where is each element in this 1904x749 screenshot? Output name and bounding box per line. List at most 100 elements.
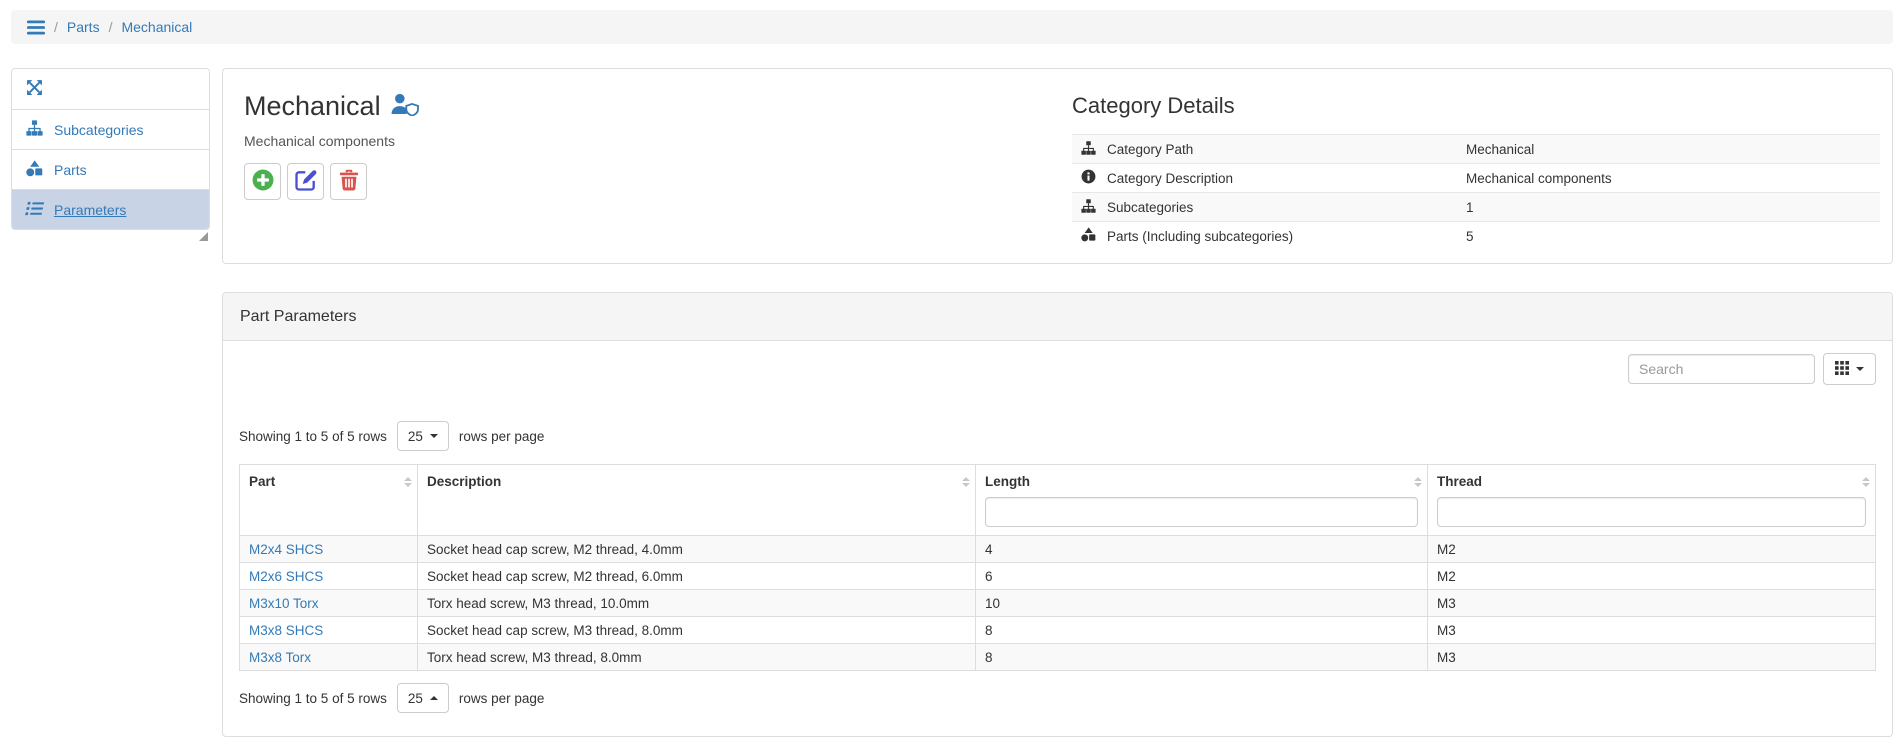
panel-heading: Part Parameters xyxy=(223,293,1892,341)
thread-cell: M2 xyxy=(1427,535,1876,563)
category-description: Mechanical components xyxy=(244,133,395,149)
edit-button[interactable] xyxy=(287,163,324,200)
part-cell: M3x8 Torx xyxy=(239,643,418,671)
sidebar-item-label: Parts xyxy=(54,161,87,178)
sitemap-icon xyxy=(1081,140,1096,158)
detail-row-parts-count: Parts (Including subcategories) 5 xyxy=(1072,221,1880,250)
table-row: M3x10 Torx Torx head screw, M3 thread, 1… xyxy=(239,589,1876,617)
rows-per-page-text: rows per page xyxy=(458,428,545,444)
trash-icon xyxy=(339,169,359,194)
add-button[interactable] xyxy=(244,163,281,200)
column-header-thread[interactable]: Thread xyxy=(1427,464,1876,536)
detail-row-category-path: Category Path Mechanical xyxy=(1072,134,1880,163)
sidebar-item-parameters[interactable]: Parameters xyxy=(12,189,209,229)
sort-icon xyxy=(962,477,970,487)
sidebar-item-label: Parameters xyxy=(54,201,127,218)
page-size-dropdown[interactable]: 25 xyxy=(396,683,449,713)
delete-button[interactable] xyxy=(330,163,367,200)
hamburger-icon[interactable] xyxy=(27,20,45,35)
part-link[interactable]: M3x10 Torx xyxy=(249,595,319,611)
length-cell: 4 xyxy=(975,535,1428,563)
columns-button[interactable] xyxy=(1823,353,1876,385)
detail-value: Mechanical components xyxy=(1466,170,1612,186)
sidebar: Subcategories Parts Parameters xyxy=(11,68,210,230)
caret-up-icon xyxy=(429,696,438,700)
part-cell: M3x8 SHCS xyxy=(239,616,418,644)
info-icon xyxy=(1081,169,1096,187)
column-header-length[interactable]: Length xyxy=(975,464,1428,536)
breadcrumb-link-mechanical[interactable]: Mechanical xyxy=(121,19,193,35)
description-cell: Torx head screw, M3 thread, 10.0mm xyxy=(417,589,976,617)
expand-arrows-icon xyxy=(26,79,43,99)
part-parameters-panel: Part Parameters Showing 1 to 5 of 5 rows… xyxy=(222,292,1893,737)
breadcrumb-separator: / xyxy=(54,19,58,35)
sidebar-resize-handle-icon[interactable] xyxy=(199,232,208,241)
search-input[interactable] xyxy=(1628,354,1815,384)
plus-circle-icon xyxy=(252,169,274,194)
part-link[interactable]: M3x8 Torx xyxy=(249,649,312,665)
length-cell: 8 xyxy=(975,643,1428,671)
breadcrumb-link-parts[interactable]: Parts xyxy=(66,19,100,35)
description-cell: Socket head cap screw, M2 thread, 6.0mm xyxy=(417,562,976,590)
column-label: Description xyxy=(427,474,502,489)
showing-text: Showing 1 to 5 of 5 rows xyxy=(239,428,387,444)
page-title: Mechanical xyxy=(244,91,381,121)
detail-value: 1 xyxy=(1466,199,1474,215)
description-cell: Torx head screw, M3 thread, 8.0mm xyxy=(417,643,976,671)
length-cell: 8 xyxy=(975,616,1428,644)
table-row: M2x6 SHCS Socket head cap screw, M2 thre… xyxy=(239,562,1876,590)
sitemap-icon xyxy=(26,120,43,139)
thread-cell: M2 xyxy=(1427,562,1876,590)
part-link[interactable]: M2x6 SHCS xyxy=(249,568,324,584)
detail-label: Subcategories xyxy=(1107,199,1194,215)
part-cell: M3x10 Torx xyxy=(239,589,418,617)
sort-icon xyxy=(1862,477,1870,487)
length-filter-input[interactable] xyxy=(985,497,1418,527)
shapes-icon xyxy=(26,159,43,180)
column-label: Part xyxy=(249,474,276,489)
breadcrumb: / Parts / Mechanical xyxy=(11,10,1893,44)
detail-label: Parts (Including subcategories) xyxy=(1107,228,1294,244)
column-label: Thread xyxy=(1437,474,1483,489)
sidebar-item-expand[interactable] xyxy=(12,69,209,109)
pagination-top: Showing 1 to 5 of 5 rows 25 rows per pag… xyxy=(239,421,1876,451)
part-cell: M2x6 SHCS xyxy=(239,562,418,590)
sitemap-icon xyxy=(1081,198,1096,216)
column-header-part[interactable]: Part xyxy=(239,464,418,536)
detail-label: Category Description xyxy=(1107,170,1234,186)
part-link[interactable]: M2x4 SHCS xyxy=(249,541,324,557)
sort-icon xyxy=(404,477,412,487)
caret-down-icon xyxy=(429,434,438,438)
rows-per-page-text: rows per page xyxy=(458,690,545,706)
thread-cell: M3 xyxy=(1427,616,1876,644)
breadcrumb-separator: / xyxy=(108,19,113,35)
column-label: Length xyxy=(985,474,1030,489)
thread-cell: M3 xyxy=(1427,589,1876,617)
grid-icon xyxy=(1835,360,1849,378)
length-cell: 10 xyxy=(975,589,1428,617)
user-shield-icon xyxy=(391,93,419,121)
detail-row-category-description: Category Description Mechanical componen… xyxy=(1072,163,1880,192)
detail-label: Category Path xyxy=(1107,141,1194,157)
pagination-bottom: Showing 1 to 5 of 5 rows 25 rows per pag… xyxy=(239,683,1876,713)
edit-icon xyxy=(294,169,317,194)
part-link[interactable]: M3x8 SHCS xyxy=(249,622,324,638)
parameters-table: Part Description Length Thread xyxy=(239,464,1876,671)
list-icon xyxy=(25,201,45,219)
table-toolbar xyxy=(239,353,1876,385)
category-details-heading: Category Details xyxy=(1072,93,1235,118)
sidebar-item-subcategories[interactable]: Subcategories xyxy=(12,109,209,149)
caret-down-icon xyxy=(1856,367,1864,371)
page-size-dropdown[interactable]: 25 xyxy=(396,421,449,451)
sidebar-item-label: Subcategories xyxy=(54,121,144,138)
detail-value: Mechanical xyxy=(1466,141,1535,157)
detail-row-subcategories: Subcategories 1 xyxy=(1072,192,1880,221)
shapes-icon xyxy=(1081,227,1096,245)
page-size-value: 25 xyxy=(407,690,423,706)
table-row: M2x4 SHCS Socket head cap screw, M2 thre… xyxy=(239,535,1876,563)
table-row: M3x8 Torx Torx head screw, M3 thread, 8.… xyxy=(239,643,1876,671)
sidebar-item-parts[interactable]: Parts xyxy=(12,149,209,189)
thread-filter-input[interactable] xyxy=(1437,497,1866,527)
sort-icon xyxy=(1414,477,1422,487)
column-header-description[interactable]: Description xyxy=(417,464,976,536)
